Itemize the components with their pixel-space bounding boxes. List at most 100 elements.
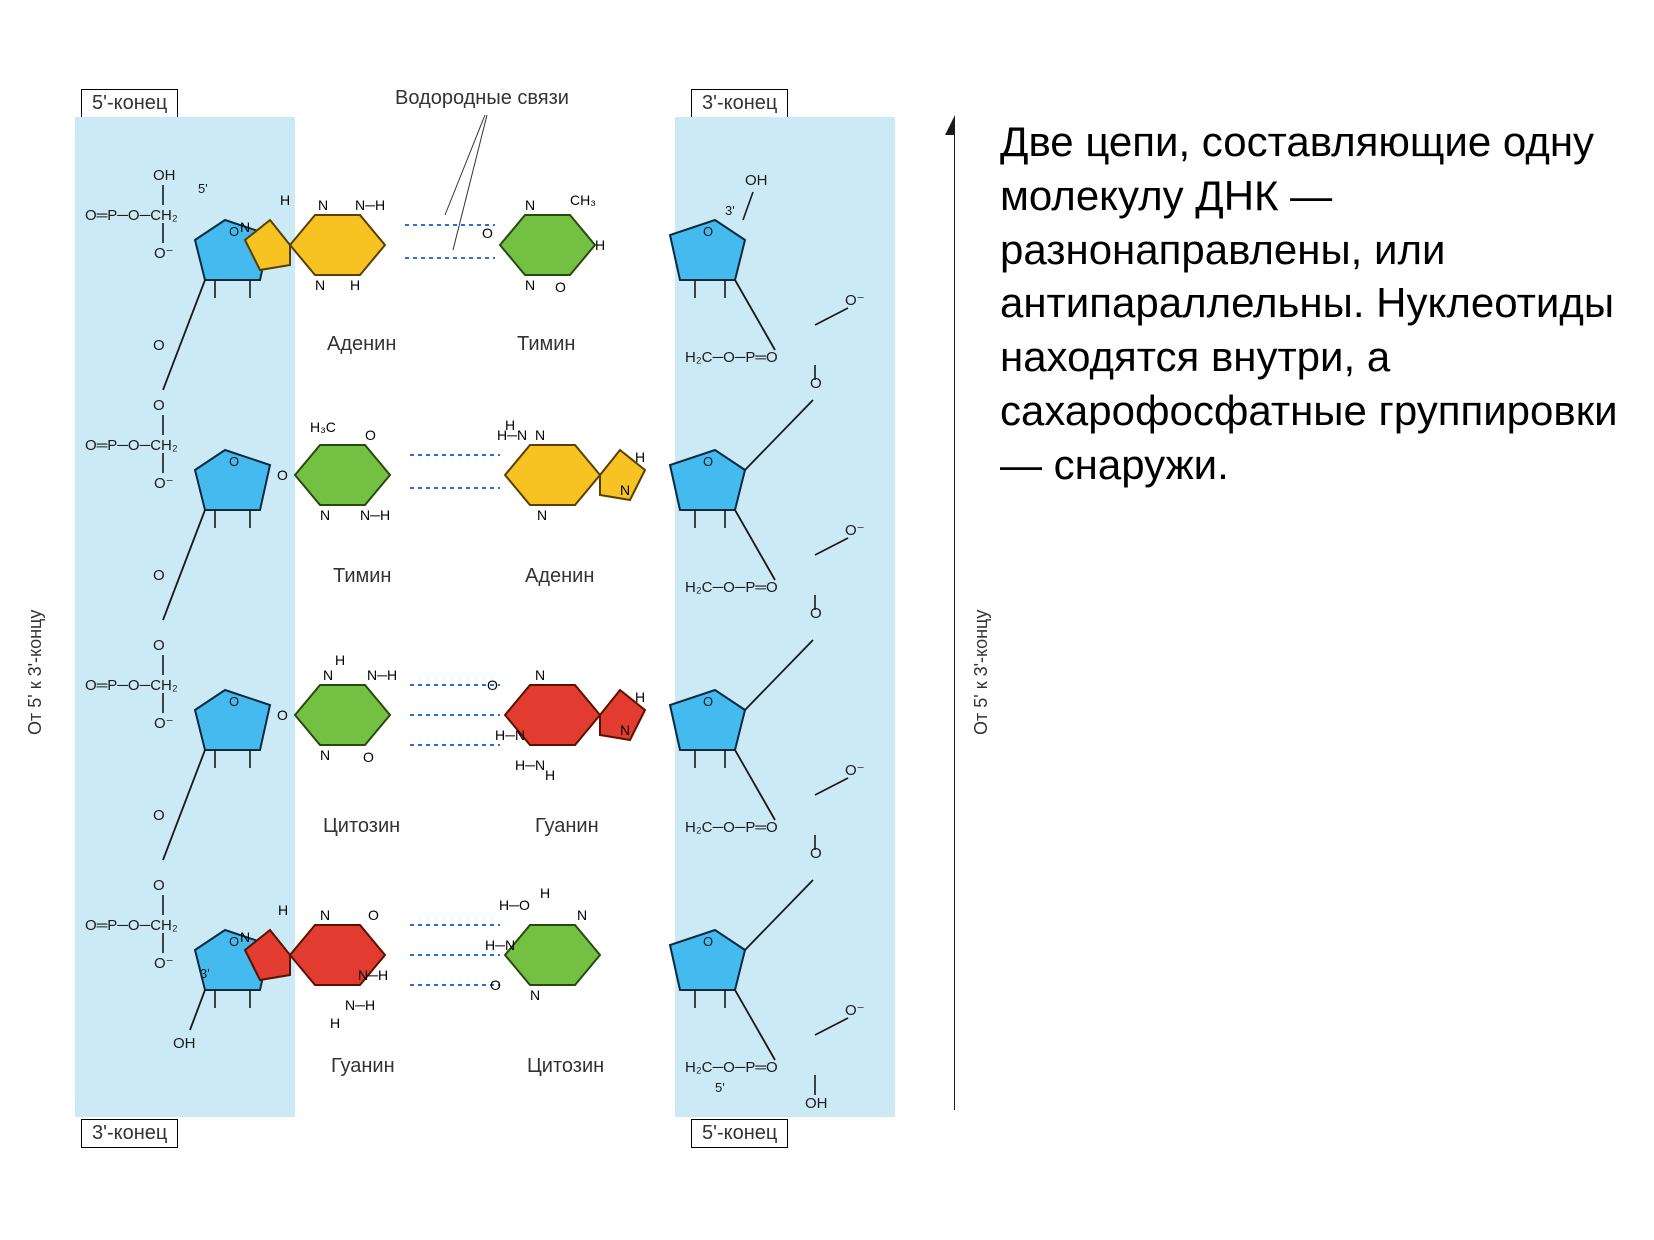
svg-text:N: N [535,427,545,443]
svg-text:H₃C: H₃C [310,419,336,435]
svg-text:O: O [277,467,288,483]
svg-text:O: O [153,337,165,354]
svg-text:O⁻: O⁻ [154,955,174,972]
svg-text:H: H [278,902,288,918]
svg-text:N: N [240,219,250,235]
base-label-2-right: Аденин [525,565,594,588]
svg-text:O: O [277,707,288,723]
svg-text:O: O [703,454,713,469]
svg-text:O: O [229,454,239,469]
svg-text:O═P─O─CH₂: O═P─O─CH₂ [85,437,178,454]
svg-text:N: N [320,747,330,763]
svg-text:OH: OH [153,167,176,184]
svg-text:O: O [229,224,239,239]
svg-text:CH₃: CH₃ [570,192,596,208]
svg-text:N─H: N─H [367,667,397,683]
svg-text:OH: OH [173,1035,196,1052]
svg-text:O: O [810,845,822,862]
svg-text:H─O: H─O [499,897,530,913]
svg-text:O: O [482,225,493,241]
svg-text:N: N [620,482,630,498]
direction-label-right: От 5' к 3'-концу [971,610,992,735]
svg-text:O: O [153,637,165,654]
right-base-thymine: O N CH₃ H N O [482,192,605,295]
svg-text:N: N [525,197,535,213]
right-base-guanine: O N H N H─N H─N H [487,667,645,783]
svg-text:N: N [535,667,545,683]
svg-text:O⁻: O⁻ [845,522,865,539]
svg-text:N: N [320,507,330,523]
svg-text:O: O [153,807,165,824]
svg-text:H─N: H─N [495,727,525,743]
svg-text:O⁻: O⁻ [154,245,174,262]
svg-text:O⁻: O⁻ [154,715,174,732]
left-base-cytosine: H O N N─H N O [277,652,397,765]
svg-text:N: N [315,277,325,293]
svg-text:N: N [525,277,535,293]
svg-text:O═P─O─CH₂: O═P─O─CH₂ [85,677,178,694]
svg-text:N─H: N─H [345,997,375,1013]
svg-text:3': 3' [200,966,210,981]
base-label-3-left: Цитозин [323,815,400,838]
svg-text:H: H [330,1015,340,1031]
svg-text:O═P─O─CH₂: O═P─O─CH₂ [85,207,178,224]
svg-text:OH: OH [745,172,768,189]
base-label-4-right: Цитозин [527,1055,604,1078]
base-label-1-right: Тимин [517,333,575,356]
svg-text:O⁻: O⁻ [845,762,865,779]
svg-text:H₂C─O─P═O: H₂C─O─P═O [685,1059,778,1076]
hbonds-4 [410,925,500,985]
svg-text:O: O [229,694,239,709]
svg-text:N─H: N─H [355,197,385,213]
svg-text:H─N: H─N [485,937,515,953]
svg-text:O: O [153,567,165,584]
svg-text:N: N [323,667,333,683]
svg-text:O: O [555,279,566,295]
svg-text:N─H: N─H [358,967,388,983]
base-label-1-left: Аденин [327,333,396,356]
svg-text:5': 5' [715,1080,725,1095]
svg-text:H₂C─O─P═O: H₂C─O─P═O [685,349,778,366]
svg-text:OH: OH [805,1095,828,1112]
svg-text:N: N [577,907,587,923]
svg-text:H: H [545,767,555,783]
page-root: 5'-конец 3'-конец 3'-конец 5'-конец Водо… [0,0,1654,1240]
hbonds-3 [410,685,500,745]
right-base-cytosine: H─O H H─N N N O [485,885,600,1003]
svg-text:O⁻: O⁻ [845,1002,865,1019]
dna-svg: OH O═P─O─CH₂ O⁻ 5' O O [55,95,955,1145]
svg-text:O: O [703,224,713,239]
base-label-4-left: Гуанин [331,1055,395,1078]
svg-text:O: O [365,427,376,443]
svg-text:O⁻: O⁻ [845,292,865,309]
svg-text:N: N [320,907,330,923]
base-label-3-right: Гуанин [535,815,599,838]
svg-text:N: N [318,197,328,213]
svg-text:O: O [229,934,239,949]
svg-text:H: H [540,885,550,901]
svg-text:H₂C─O─P═O: H₂C─O─P═O [685,819,778,836]
base-label-2-left: Тимин [333,565,391,588]
svg-text:H: H [595,237,605,253]
svg-text:H: H [635,689,645,705]
svg-text:H: H [280,192,290,208]
svg-text:O: O [490,977,501,993]
svg-text:N: N [620,722,630,738]
svg-text:N: N [530,987,540,1003]
svg-text:5': 5' [198,181,208,196]
svg-text:O⁻: O⁻ [154,475,174,492]
svg-text:H─N: H─N [497,427,527,443]
svg-text:N: N [537,507,547,523]
svg-text:N─H: N─H [360,507,390,523]
svg-text:O: O [153,397,165,414]
svg-text:3': 3' [725,203,735,218]
svg-text:O: O [703,934,713,949]
svg-text:O: O [487,677,498,693]
svg-text:O: O [363,749,374,765]
right-base-adenine: H H─N N H N N [497,417,645,523]
svg-text:H─N: H─N [515,757,545,773]
svg-text:H₂C─O─P═O: H₂C─O─P═O [685,579,778,596]
svg-text:O: O [810,605,822,622]
svg-text:O: O [703,694,713,709]
svg-text:O: O [368,907,379,923]
